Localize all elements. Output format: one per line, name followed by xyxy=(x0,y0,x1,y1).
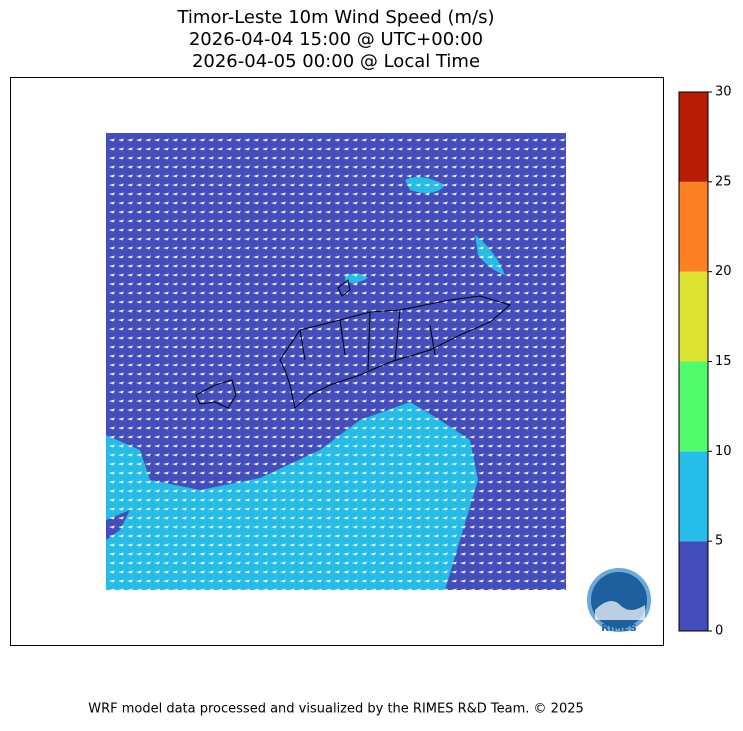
title-line: 2026-04-04 15:00 @ UTC+00:00 xyxy=(189,29,483,50)
colorbar-tick-label: 5 xyxy=(715,534,723,549)
colorbar-tick-label: 15 xyxy=(715,354,732,369)
footer: WRF model data processed and visualized … xyxy=(88,702,584,717)
colorbar: 0 5 10 15 20 25 30 xyxy=(678,85,732,639)
title-line: Timor-Leste 10m Wind Speed (m/s) xyxy=(176,7,494,28)
colorbar-tick-label: 25 xyxy=(715,174,732,189)
logo: RIMES xyxy=(587,568,651,634)
colorbar-tick-label: 30 xyxy=(715,85,732,100)
colorbar-segment xyxy=(679,451,708,542)
colorbar-segment xyxy=(679,541,708,631)
colorbar-segment xyxy=(679,361,708,452)
title-line: 2026-04-05 00:00 @ Local Time xyxy=(192,51,480,72)
logo-text: RIMES xyxy=(601,623,636,634)
colorbar-segment xyxy=(679,92,708,182)
wind-field xyxy=(106,133,566,590)
colorbar-tick-label: 20 xyxy=(715,264,732,279)
colorbar-segment xyxy=(679,181,708,272)
colorbar-tick-label: 0 xyxy=(715,624,723,639)
colorbar-segment xyxy=(679,271,708,362)
colorbar-tick-label: 10 xyxy=(715,444,732,459)
